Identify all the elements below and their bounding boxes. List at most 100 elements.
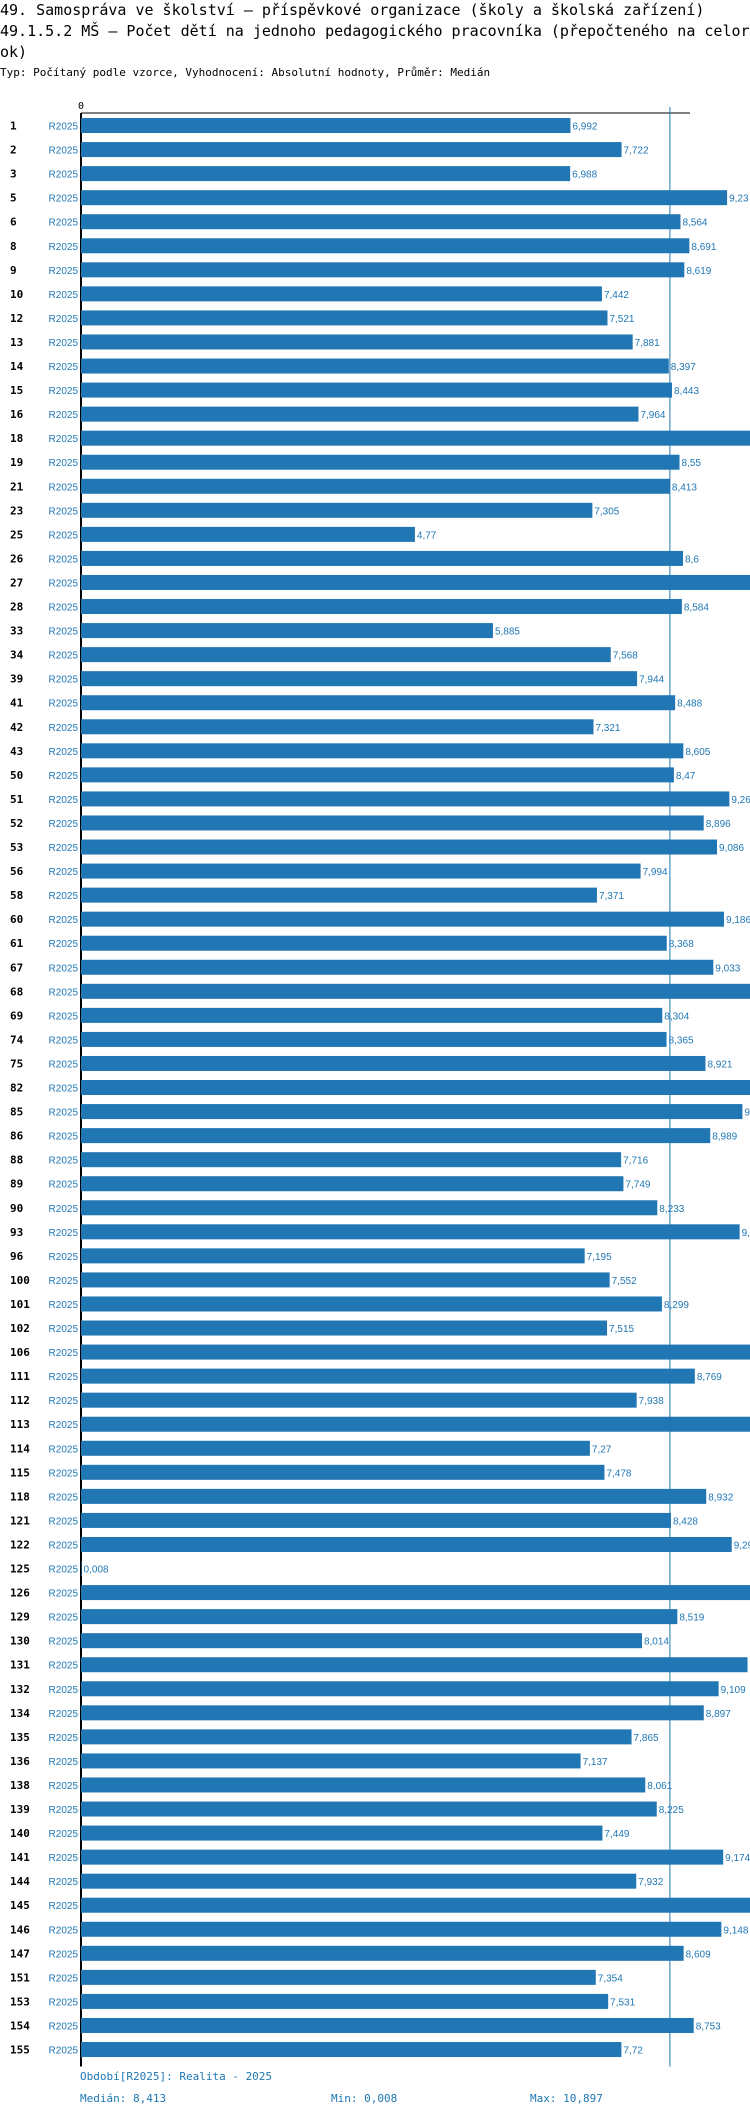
- bar: [81, 791, 730, 807]
- value-label: 7,716: [623, 1156, 648, 1167]
- value-label: 7,932: [638, 1877, 663, 1888]
- bar: [81, 1080, 750, 1096]
- series-label: R2025: [49, 1925, 79, 1936]
- value-label: 8,397: [671, 362, 696, 373]
- category-label: 28: [10, 601, 23, 614]
- series-label: R2025: [49, 482, 79, 493]
- value-label: 8,619: [686, 266, 711, 277]
- category-label: 140: [10, 1827, 30, 1840]
- bar: [81, 863, 641, 879]
- category-label: 56: [10, 865, 24, 878]
- bar: [81, 1801, 657, 1817]
- value-label: 7,195: [587, 1252, 612, 1263]
- value-label: 7,27: [592, 1444, 612, 1455]
- category-label: 41: [10, 697, 24, 710]
- category-label: 75: [10, 1057, 23, 1070]
- footer-min: Min: 0,008: [331, 2092, 398, 2105]
- category-label: 125: [10, 1563, 30, 1576]
- category-label: 130: [10, 1635, 30, 1648]
- series-label: R2025: [49, 1661, 79, 1672]
- bar: [81, 1152, 622, 1168]
- category-label: 131: [10, 1659, 30, 1672]
- bar: [81, 1464, 605, 1480]
- bar: [81, 935, 667, 951]
- category-label: 111: [10, 1370, 30, 1383]
- category-label: 113: [10, 1418, 30, 1431]
- bar: [81, 887, 597, 903]
- value-label: 9,262: [731, 795, 750, 806]
- bar: [81, 1585, 750, 1601]
- series-label: R2025: [49, 819, 79, 830]
- bar: [81, 1392, 637, 1408]
- series-label: R2025: [49, 1396, 79, 1407]
- series-label: R2025: [49, 627, 79, 638]
- series-label: R2025: [49, 1997, 79, 2008]
- bar: [81, 719, 594, 735]
- series-label: R2025: [49, 651, 79, 662]
- chart-subtitle: Typ: Počítaný podle vzorce, Vyhodnocení:…: [0, 66, 491, 79]
- series-label: R2025: [49, 362, 79, 373]
- value-label: 9,033: [715, 963, 740, 974]
- bar: [81, 1272, 610, 1288]
- series-label: R2025: [49, 603, 79, 614]
- series-label: R2025: [49, 1877, 79, 1888]
- series-label: R2025: [49, 1084, 79, 1095]
- value-label: 7,442: [604, 290, 629, 301]
- series-label: R2025: [49, 1324, 79, 1335]
- bar: [81, 2042, 622, 2058]
- category-label: 136: [10, 1755, 30, 1768]
- series-label: R2025: [49, 1204, 79, 1215]
- bar: [81, 1007, 663, 1023]
- bar: [81, 1609, 678, 1625]
- bar: [81, 430, 750, 446]
- value-label: 7,865: [634, 1733, 659, 1744]
- value-label: 8,299: [664, 1300, 689, 1311]
- bar: [81, 1825, 603, 1841]
- bar: [81, 911, 725, 927]
- category-label: 88: [10, 1154, 23, 1167]
- bar: [81, 262, 685, 278]
- bar: [81, 983, 750, 999]
- category-label: 138: [10, 1779, 30, 1792]
- category-label: 6: [10, 216, 17, 229]
- series-label: R2025: [49, 266, 79, 277]
- value-label: 8,897: [706, 1709, 731, 1720]
- value-label: 8,691: [691, 242, 716, 253]
- bar: [81, 623, 493, 639]
- category-label: 145: [10, 1899, 30, 1912]
- value-label: 7,964: [640, 410, 665, 421]
- value-label: 8,921: [707, 1059, 732, 1070]
- value-label: 7,321: [595, 723, 620, 734]
- bar: [81, 310, 608, 326]
- bar: [81, 238, 690, 254]
- bar: [81, 1128, 711, 1144]
- category-label: 89: [10, 1178, 23, 1191]
- bar: [81, 1200, 658, 1216]
- series-label: R2025: [49, 170, 79, 181]
- bar: [81, 1031, 667, 1047]
- value-label: 8,413: [672, 482, 697, 493]
- bar: [81, 839, 718, 855]
- series-label: R2025: [49, 1011, 79, 1022]
- series-label: R2025: [49, 458, 79, 469]
- series-label: R2025: [49, 1781, 79, 1792]
- category-label: 106: [10, 1346, 30, 1359]
- bar: [81, 1368, 695, 1384]
- category-label: 139: [10, 1803, 30, 1816]
- bar: [81, 286, 602, 302]
- series-label: R2025: [49, 554, 79, 565]
- value-label: 7,449: [604, 1829, 629, 1840]
- series-label: R2025: [49, 1805, 79, 1816]
- value-label: 9,109: [721, 1685, 746, 1696]
- series-label: R2025: [49, 915, 79, 926]
- bar: [81, 526, 415, 542]
- series-label: R2025: [49, 1853, 79, 1864]
- category-label: 69: [10, 1009, 23, 1022]
- footer-median: Medián: 8,413: [80, 2092, 167, 2105]
- bar: [81, 1248, 585, 1264]
- series-label: R2025: [49, 2021, 79, 2032]
- value-label: 9,449: [744, 1108, 750, 1119]
- bar: [81, 1344, 750, 1360]
- category-label: 12: [10, 312, 23, 325]
